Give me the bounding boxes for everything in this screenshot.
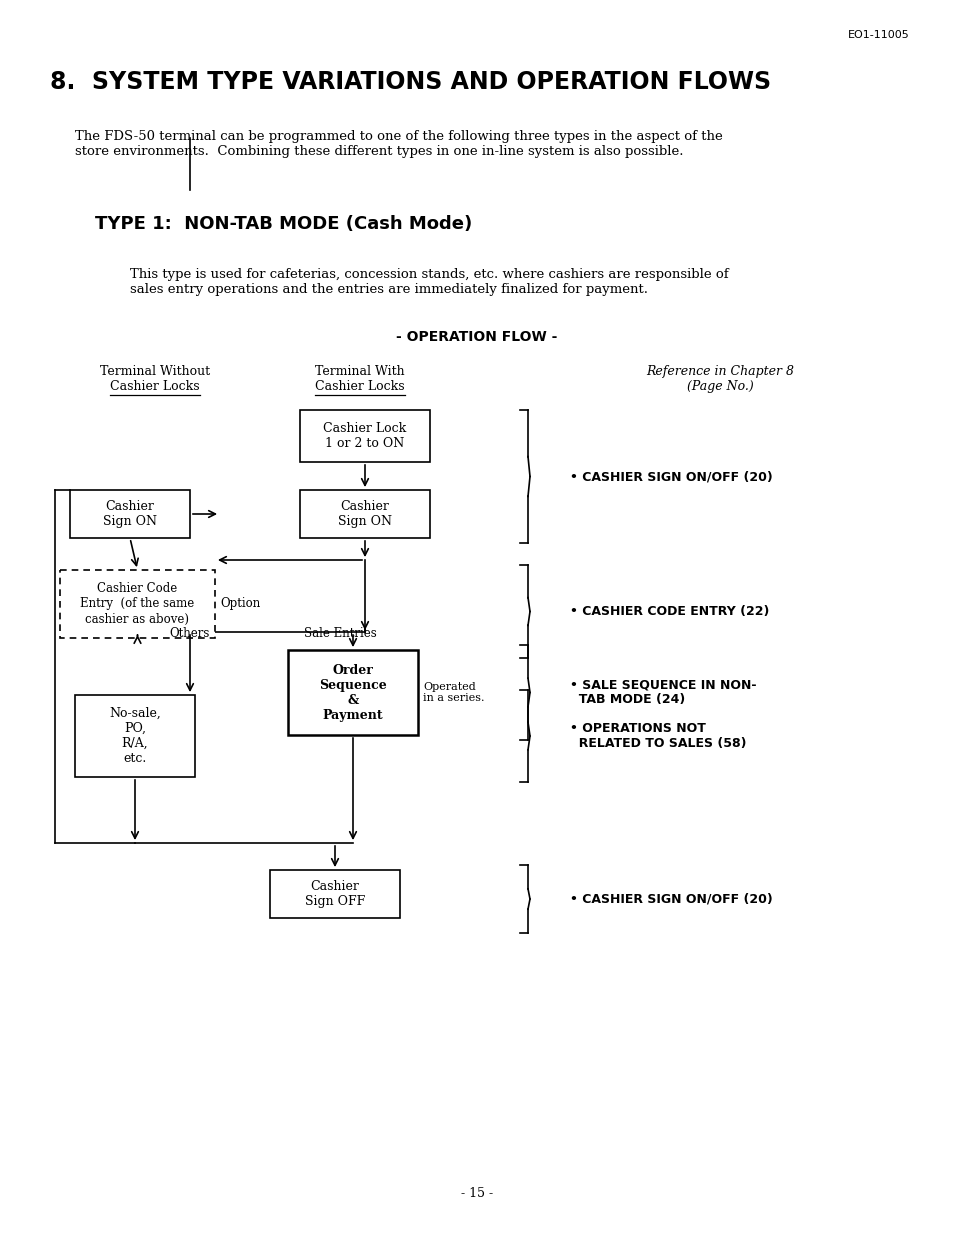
Text: Cashier Lock
1 or 2 to ON: Cashier Lock 1 or 2 to ON	[323, 422, 406, 450]
Text: Operated
in a series.: Operated in a series.	[422, 681, 484, 704]
Bar	[288, 650, 417, 735]
Bar	[299, 410, 430, 462]
Text: Sale Entries: Sale Entries	[303, 627, 376, 641]
Text: Terminal With: Terminal With	[314, 366, 404, 378]
Text: Others: Others	[170, 627, 210, 641]
Text: Option: Option	[220, 597, 260, 611]
Bar	[60, 570, 214, 638]
Bar	[70, 489, 190, 538]
Text: • OPERATIONS NOT
  RELATED TO SALES (58): • OPERATIONS NOT RELATED TO SALES (58)	[569, 722, 745, 750]
Text: - OPERATION FLOW -: - OPERATION FLOW -	[395, 330, 558, 344]
Text: 8.  SYSTEM TYPE VARIATIONS AND OPERATION FLOWS: 8. SYSTEM TYPE VARIATIONS AND OPERATION …	[50, 69, 770, 94]
Text: Cashier
Sign ON: Cashier Sign ON	[337, 501, 392, 528]
Text: (Page No.): (Page No.)	[686, 380, 753, 393]
Text: • CASHIER SIGN ON/OFF (20): • CASHIER SIGN ON/OFF (20)	[569, 470, 772, 483]
Text: Cashier Locks: Cashier Locks	[314, 380, 404, 393]
Text: This type is used for cafeterias, concession stands, etc. where cashiers are res: This type is used for cafeterias, conces…	[130, 268, 728, 296]
Text: • CASHIER CODE ENTRY (22): • CASHIER CODE ENTRY (22)	[569, 605, 768, 618]
Text: • CASHIER SIGN ON/OFF (20): • CASHIER SIGN ON/OFF (20)	[569, 892, 772, 906]
Text: Cashier Code
Entry  (of the same
cashier as above): Cashier Code Entry (of the same cashier …	[80, 582, 194, 626]
Text: No-sale,
PO,
R/A,
etc.: No-sale, PO, R/A, etc.	[109, 707, 161, 764]
Bar	[299, 489, 430, 538]
Text: Cashier
Sign OFF: Cashier Sign OFF	[305, 880, 365, 908]
Text: Terminal Without: Terminal Without	[100, 366, 210, 378]
Bar	[270, 870, 399, 918]
Text: - 15 -: - 15 -	[460, 1187, 493, 1201]
Text: Order
Sequence
&
Payment: Order Sequence & Payment	[319, 664, 387, 721]
Text: EO1-11005: EO1-11005	[847, 30, 909, 40]
Text: The FDS-50 terminal can be programmed to one of the following three types in the: The FDS-50 terminal can be programmed to…	[75, 130, 722, 159]
Text: Cashier
Sign ON: Cashier Sign ON	[103, 501, 157, 528]
Text: Cashier Locks: Cashier Locks	[111, 380, 199, 393]
Text: TYPE 1:  NON-TAB MODE (Cash Mode): TYPE 1: NON-TAB MODE (Cash Mode)	[95, 216, 472, 233]
Bar	[75, 695, 194, 777]
Text: • SALE SEQUENCE IN NON-
  TAB MODE (24): • SALE SEQUENCE IN NON- TAB MODE (24)	[569, 679, 756, 706]
Text: Reference in Chapter 8: Reference in Chapter 8	[645, 366, 793, 378]
